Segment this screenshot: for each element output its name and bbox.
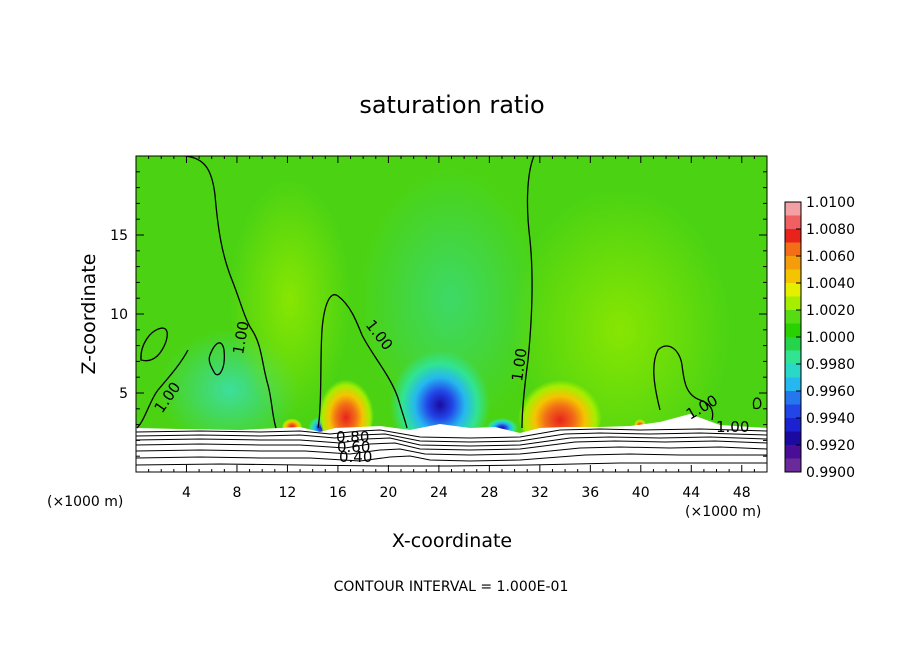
x-tick-label: 48 — [733, 485, 751, 501]
field-yellowgreen-left — [230, 180, 350, 420]
x-tick-label: 32 — [531, 485, 549, 501]
contour-lines-1.00 — [136, 156, 762, 429]
x-tick-label: 28 — [480, 485, 498, 501]
x-tick-label: 24 — [430, 485, 448, 501]
x-tick-label: 40 — [632, 485, 650, 501]
colorbar-label: 1.0000 — [806, 330, 855, 346]
colorbar-band — [785, 337, 801, 351]
colorbar-label: 0.9900 — [806, 465, 855, 481]
colorbar-label: 0.9980 — [806, 357, 855, 373]
colorbar-label: 1.0100 — [806, 195, 855, 211]
colorbar-band — [785, 202, 801, 216]
y-tick-label: 5 — [119, 386, 128, 402]
contour-label: 1.00 — [229, 320, 253, 356]
terrain-mask — [136, 414, 767, 472]
contour-label: 1.00 — [508, 347, 530, 383]
y-tick-label: 15 — [110, 228, 128, 244]
plot-area: 1.00 1.00 1.00 1.00 1.00 1.00 0.80 0.60 … — [136, 156, 767, 472]
colorbar-band — [785, 283, 801, 297]
contour-label: 0.60 — [337, 438, 370, 456]
x-tick-label: 16 — [329, 485, 347, 501]
colorbar-band — [785, 229, 801, 243]
colorbar-band — [785, 310, 801, 324]
x-tick-label: 36 — [581, 485, 599, 501]
x-tick-label: 20 — [379, 485, 397, 501]
colorbar-label: 1.0020 — [806, 303, 855, 319]
colorbar — [784, 201, 802, 473]
x-tick-label: 12 — [279, 485, 297, 501]
colorbar-band — [785, 215, 801, 230]
chart-title: saturation ratio — [359, 91, 544, 119]
x-tick-label: 4 — [182, 485, 191, 501]
colorbar-label: 0.9960 — [806, 384, 855, 400]
y-tick-label: 10 — [110, 307, 128, 323]
colorbar-band — [785, 431, 801, 446]
colorbar-band — [785, 377, 801, 392]
contour-label: 0.40 — [339, 448, 372, 466]
x-axis: 4 8 12 16 20 24 28 32 36 40 44 48 — [148, 156, 755, 501]
colorbar-label: 0.9940 — [806, 411, 855, 427]
colorbar-label: 1.0060 — [806, 249, 855, 265]
colorbar-band — [785, 242, 801, 257]
colorbar-band — [785, 269, 801, 284]
x-tick-label: 44 — [682, 485, 700, 501]
colorbar-label: 0.9920 — [806, 438, 855, 454]
colorbar-band — [785, 445, 801, 459]
colorbar-band — [785, 364, 801, 378]
colorbar-label: 1.0040 — [806, 276, 855, 292]
colorbar-labels: 1.0100 1.0080 1.0060 1.0040 1.0020 1.0000 0.99… — [806, 195, 855, 481]
colorbar-band — [785, 458, 801, 473]
colorbar-band — [785, 256, 801, 270]
y-axis: 5 10 15 — [110, 171, 767, 457]
colorbar-band — [785, 404, 801, 419]
terrain-contours — [136, 428, 767, 467]
colorbar-band — [785, 323, 801, 338]
x-unit-label-right: (×1000 m) — [685, 504, 761, 520]
x-tick-label: 8 — [232, 485, 241, 501]
colorbar-band — [785, 418, 801, 432]
x-unit-label-left: (×1000 m) — [47, 494, 123, 510]
colorbar-band — [785, 350, 801, 365]
contour-interval-note: CONTOUR INTERVAL = 1.000E-01 — [334, 579, 569, 595]
y-axis-title: Z-coordinate — [78, 254, 100, 375]
colorbar-band — [785, 391, 801, 405]
contour-label: 0.80 — [336, 428, 369, 446]
colorbar-band — [785, 296, 801, 311]
field-cyan-band — [360, 170, 540, 430]
x-axis-title: X-coordinate — [392, 530, 512, 552]
contour-label: 1.00 — [716, 418, 749, 436]
colorbar-label: 1.0080 — [806, 222, 855, 238]
